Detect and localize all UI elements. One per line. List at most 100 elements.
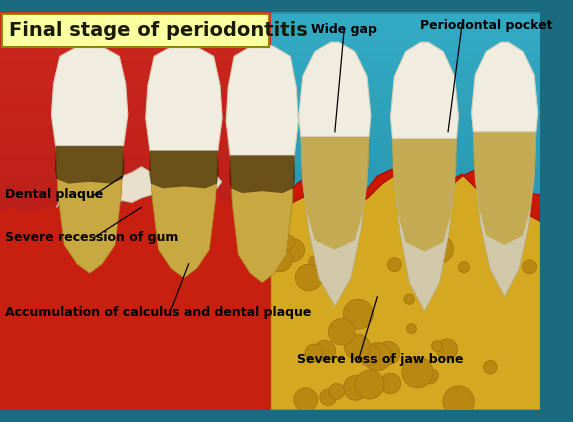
Bar <box>0 278 270 287</box>
Circle shape <box>281 238 305 262</box>
Circle shape <box>427 369 438 380</box>
Bar <box>270 372 540 382</box>
Bar <box>0 297 270 306</box>
Bar <box>270 240 540 250</box>
Polygon shape <box>150 151 218 278</box>
Bar <box>0 61 270 70</box>
Text: Accumulation of calculus and dental plaque: Accumulation of calculus and dental plaq… <box>5 306 311 319</box>
Text: Wide gap: Wide gap <box>311 23 377 36</box>
Bar <box>270 184 540 193</box>
Polygon shape <box>473 132 536 245</box>
Circle shape <box>294 388 317 411</box>
Polygon shape <box>52 42 128 146</box>
Bar <box>270 363 540 372</box>
Circle shape <box>387 257 402 272</box>
Bar <box>270 23 540 33</box>
FancyBboxPatch shape <box>2 14 269 47</box>
Bar <box>0 382 270 391</box>
Circle shape <box>458 262 469 273</box>
Bar <box>0 155 270 165</box>
Bar <box>270 174 540 184</box>
Bar <box>270 325 540 335</box>
Bar <box>270 108 540 118</box>
Bar <box>0 14 270 23</box>
Bar <box>270 51 540 61</box>
Bar <box>0 184 270 193</box>
Bar <box>0 12 270 410</box>
Circle shape <box>280 235 295 250</box>
Bar <box>270 231 540 240</box>
Circle shape <box>411 257 431 277</box>
Circle shape <box>443 386 474 417</box>
Bar <box>0 80 270 89</box>
Bar <box>270 287 540 297</box>
Circle shape <box>358 344 380 366</box>
Circle shape <box>523 260 536 274</box>
Bar <box>270 136 540 146</box>
Bar <box>0 400 270 410</box>
Polygon shape <box>55 146 124 184</box>
Bar <box>0 231 270 240</box>
Bar <box>270 250 540 259</box>
Polygon shape <box>56 146 124 273</box>
Bar <box>270 400 540 410</box>
Bar <box>270 165 540 174</box>
Text: Severe loss of jaw bone: Severe loss of jaw bone <box>297 354 464 366</box>
Polygon shape <box>270 170 540 222</box>
Circle shape <box>343 375 368 400</box>
Bar <box>270 222 540 231</box>
Bar <box>0 118 270 127</box>
Bar <box>270 382 540 391</box>
Circle shape <box>424 371 437 384</box>
Circle shape <box>484 360 497 374</box>
Bar <box>0 99 270 108</box>
Text: Dental plaque: Dental plaque <box>5 188 103 201</box>
Bar <box>0 268 270 278</box>
Circle shape <box>380 373 401 394</box>
Bar <box>270 297 540 306</box>
Bar <box>270 354 540 363</box>
Bar <box>0 165 270 174</box>
Bar <box>270 306 540 316</box>
Circle shape <box>328 319 355 345</box>
Bar <box>0 325 270 335</box>
Bar <box>0 240 270 250</box>
Circle shape <box>320 389 336 406</box>
Bar <box>0 363 270 372</box>
Bar <box>0 344 270 354</box>
Bar <box>270 335 540 344</box>
Polygon shape <box>393 138 457 311</box>
Bar <box>0 174 270 184</box>
Bar <box>0 33 270 42</box>
Bar <box>0 306 270 316</box>
Polygon shape <box>473 132 536 297</box>
Text: Periodontal pocket: Periodontal pocket <box>420 19 552 32</box>
Circle shape <box>406 324 417 334</box>
Bar <box>0 23 270 33</box>
Circle shape <box>296 264 322 291</box>
Bar <box>0 316 270 325</box>
Polygon shape <box>0 198 270 410</box>
Bar <box>270 146 540 155</box>
Bar <box>270 127 540 136</box>
Bar <box>0 287 270 297</box>
Bar <box>270 193 540 203</box>
Bar <box>0 335 270 344</box>
Bar <box>270 80 540 89</box>
Circle shape <box>437 339 458 360</box>
Circle shape <box>305 344 323 362</box>
Bar <box>0 108 270 118</box>
Bar <box>0 203 270 212</box>
Bar <box>270 316 540 325</box>
Bar <box>0 127 270 136</box>
Polygon shape <box>393 138 457 252</box>
Circle shape <box>376 341 400 365</box>
Bar <box>270 391 540 400</box>
Polygon shape <box>299 42 371 136</box>
Circle shape <box>363 343 391 371</box>
Bar <box>270 155 540 165</box>
Polygon shape <box>226 42 299 155</box>
Circle shape <box>267 246 292 272</box>
Bar <box>270 89 540 99</box>
Bar <box>0 354 270 363</box>
